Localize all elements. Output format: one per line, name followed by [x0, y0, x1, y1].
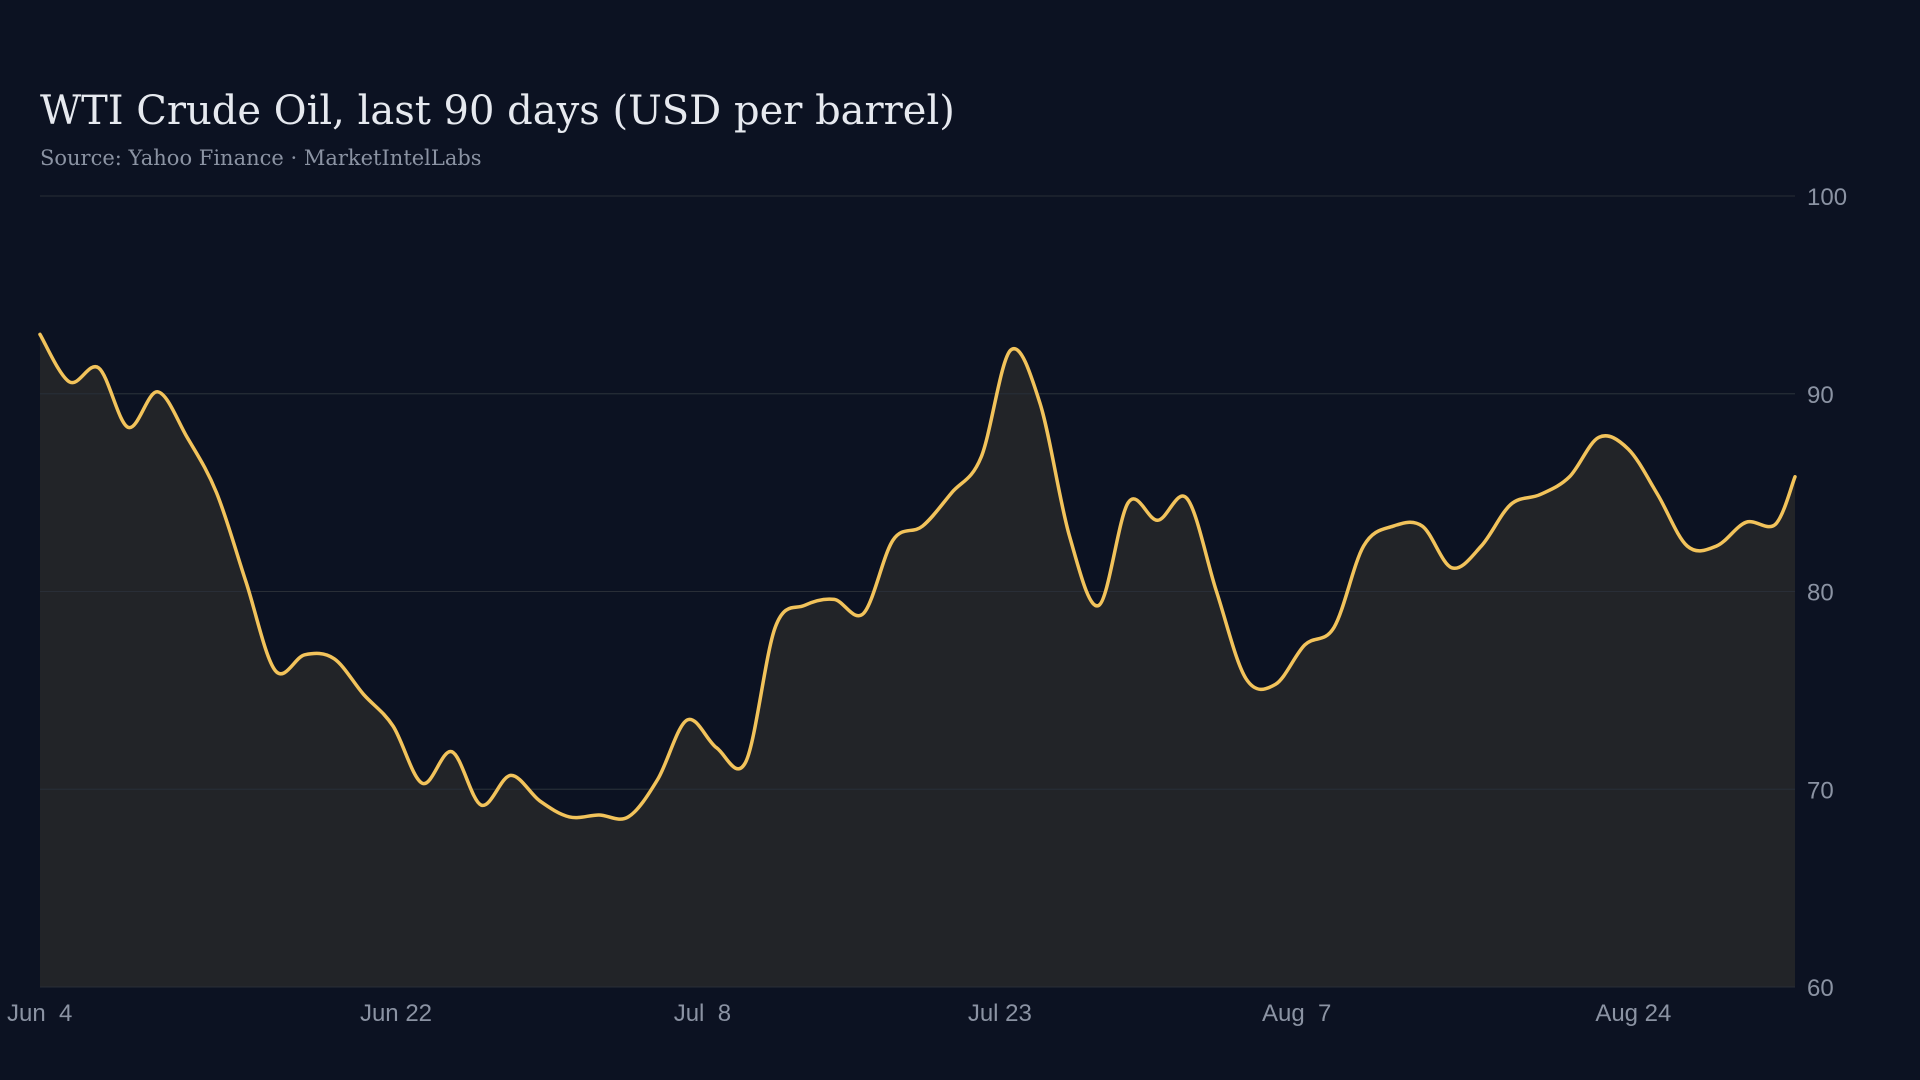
data-point	[1068, 535, 1071, 538]
data-point	[715, 746, 718, 749]
data-point	[1774, 523, 1777, 526]
data-point	[1656, 493, 1659, 496]
y-tick-label: 80	[1807, 580, 1834, 607]
data-point	[1794, 475, 1797, 478]
data-point	[244, 580, 247, 583]
data-point	[392, 725, 395, 728]
data-point	[627, 815, 630, 818]
data-point	[509, 774, 512, 777]
price-line	[38, 332, 1797, 821]
data-point	[950, 491, 953, 494]
data-point	[1597, 436, 1600, 439]
data-point	[686, 719, 689, 722]
x-tick-label: Jul 8	[674, 1000, 731, 1027]
data-point	[68, 380, 71, 383]
data-point	[1186, 497, 1189, 500]
data-point	[480, 804, 483, 807]
chart-title: WTI Crude Oil, last 90 days (USD per bar…	[40, 88, 955, 134]
data-point	[156, 390, 159, 393]
data-point	[1362, 545, 1365, 548]
data-point	[127, 426, 130, 429]
data-point	[1450, 566, 1453, 569]
data-point	[1392, 525, 1395, 528]
y-tick-label: 70	[1807, 777, 1834, 804]
data-point	[921, 525, 924, 528]
data-point	[39, 333, 42, 336]
data-point	[656, 778, 659, 781]
data-point	[450, 750, 453, 753]
data-point	[1686, 545, 1689, 548]
data-point	[274, 669, 277, 672]
data-point	[1333, 626, 1336, 629]
data-point	[1039, 402, 1042, 405]
x-tick-label: Aug 24	[1595, 1000, 1671, 1027]
data-point	[862, 612, 865, 615]
chart-subtitle: Source: Yahoo Finance · MarketIntelLabs	[40, 146, 482, 170]
data-point	[892, 539, 895, 542]
data-point	[186, 436, 189, 439]
x-tick-label: Aug 7	[1262, 1000, 1331, 1027]
data-point	[1627, 448, 1630, 451]
x-tick-label: Jun 22	[360, 1000, 432, 1027]
data-point	[1715, 545, 1718, 548]
data-point	[597, 814, 600, 817]
data-point	[1509, 503, 1512, 506]
data-point	[97, 367, 100, 370]
data-point	[1215, 590, 1218, 593]
data-point	[1539, 493, 1542, 496]
data-point	[803, 604, 806, 607]
x-tick-label: Jun 4	[7, 1000, 72, 1027]
data-point	[1244, 677, 1247, 680]
data-point	[774, 626, 777, 629]
x-tick-label: Jul 23	[968, 1000, 1032, 1027]
data-point	[833, 598, 836, 601]
data-point	[539, 800, 542, 803]
data-point	[980, 456, 983, 459]
data-point	[1303, 643, 1306, 646]
data-point	[1156, 519, 1159, 522]
data-point	[568, 815, 571, 818]
data-point	[1745, 521, 1748, 524]
data-point	[1009, 349, 1012, 352]
y-tick-label: 90	[1807, 382, 1834, 409]
data-point	[1097, 604, 1100, 607]
price-area	[40, 334, 1795, 987]
y-tick-label: 60	[1807, 975, 1834, 1002]
data-point	[421, 782, 424, 785]
data-point	[744, 760, 747, 763]
data-point	[1274, 683, 1277, 686]
data-point	[362, 693, 365, 696]
y-tick-label: 100	[1807, 184, 1847, 211]
data-point	[1480, 545, 1483, 548]
data-point	[1127, 501, 1130, 504]
data-point	[1568, 475, 1571, 478]
data-point	[215, 491, 218, 494]
data-point	[303, 653, 306, 656]
data-point	[1421, 525, 1424, 528]
data-point	[333, 657, 336, 660]
